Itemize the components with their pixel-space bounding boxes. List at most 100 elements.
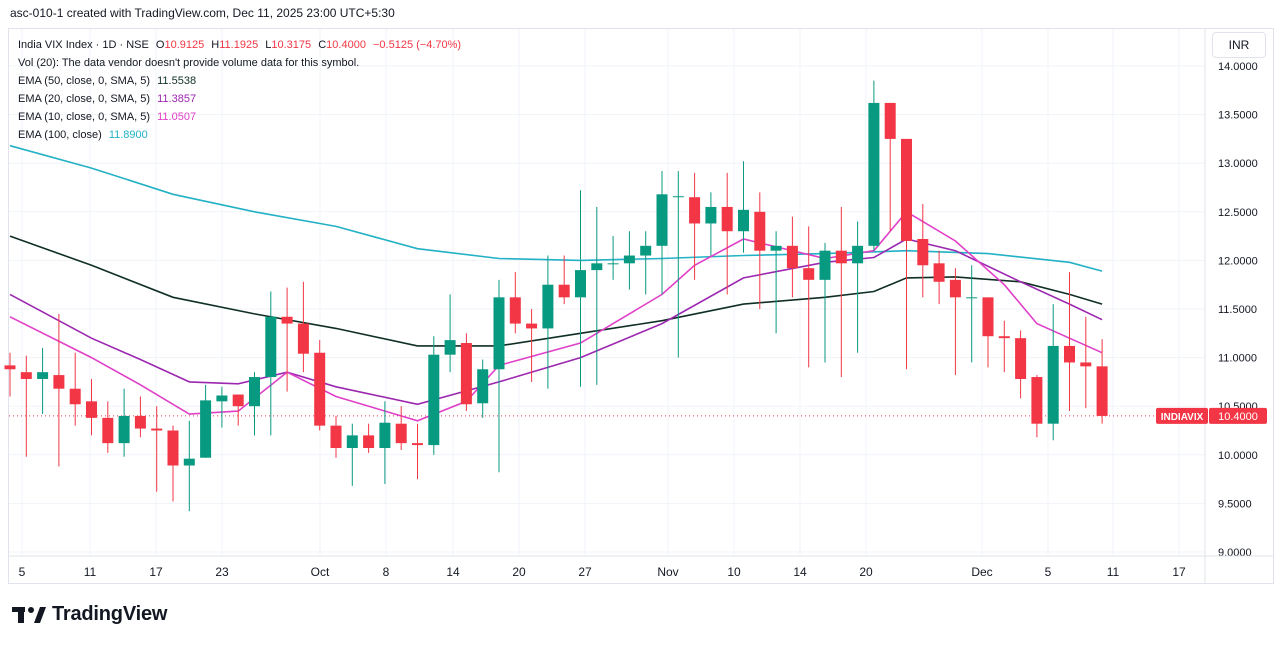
candle-body — [998, 336, 1010, 339]
candle-body — [200, 400, 212, 458]
candle-body — [917, 239, 929, 266]
candle-body — [803, 268, 815, 280]
candle-body — [102, 417, 114, 444]
chart-legend: India VIX Index · 1D · NSE O10.9125 H11.… — [18, 36, 461, 144]
candle-body — [20, 372, 32, 379]
candle — [20, 355, 32, 457]
y-tick-label: 14.0000 — [1218, 61, 1258, 73]
candle — [705, 192, 717, 256]
candle — [118, 388, 130, 457]
candle-body — [901, 138, 912, 241]
x-tick-label: 5 — [1045, 565, 1052, 579]
candle — [591, 206, 603, 385]
candle — [656, 170, 668, 295]
candle — [966, 265, 978, 363]
ema50-label: EMA (50, close, 0, SMA, 5) — [18, 75, 151, 87]
candle — [689, 172, 701, 280]
candle-body — [966, 297, 978, 299]
candle — [444, 294, 456, 373]
ohlc-row: India VIX Index · 1D · NSE O10.9125 H11.… — [18, 36, 461, 54]
candle — [738, 161, 749, 253]
chart-caption: asc-010-1 created with TradingView.com, … — [10, 6, 395, 20]
candle — [297, 281, 309, 373]
candle-body — [770, 245, 782, 251]
candle — [1015, 330, 1027, 399]
candle — [901, 138, 912, 370]
candle-body — [623, 255, 635, 264]
candle-body — [363, 435, 375, 448]
candle — [86, 378, 97, 436]
ema20-legend[interactable]: EMA (20, close, 0, SMA, 5) 11.3857 — [18, 90, 461, 108]
candle — [460, 333, 472, 412]
price-tag-bg — [1209, 407, 1267, 424]
candle — [249, 372, 260, 436]
symbol-tag-label: INDIAVIX — [1161, 412, 1204, 423]
candle-body — [852, 245, 864, 264]
candle-body — [134, 415, 146, 429]
candle-body — [297, 323, 309, 354]
y-tick-label: 11.5000 — [1218, 304, 1257, 316]
ema10-legend[interactable]: EMA (10, close, 0, SMA, 5) 11.0507 — [18, 108, 461, 126]
x-tick-label: Nov — [657, 565, 678, 579]
candle — [232, 394, 244, 426]
candle-body — [493, 297, 505, 370]
candle — [623, 231, 635, 290]
brand-logo[interactable]: TradingView — [12, 603, 167, 626]
ema100-label: EMA (100, close) — [18, 129, 102, 141]
candle-body — [509, 297, 521, 324]
x-tick-label: Oct — [311, 565, 330, 579]
candle-body — [444, 340, 456, 355]
x-tick-label: 10 — [727, 565, 741, 579]
candle — [884, 102, 896, 232]
candle — [575, 190, 586, 387]
candle-body — [167, 430, 179, 466]
candle — [917, 204, 929, 298]
candle — [558, 255, 570, 305]
x-tick-label: 14 — [446, 565, 460, 579]
candle — [412, 423, 423, 480]
candle — [1031, 375, 1043, 438]
candle-body — [4, 365, 16, 370]
y-tick-label: 9.5000 — [1218, 498, 1252, 510]
candle-body — [819, 250, 831, 280]
candle-body — [738, 209, 749, 232]
y-tick-label: 13.0000 — [1218, 158, 1258, 170]
ema20-value: 11.3857 — [157, 93, 197, 105]
ema50-legend[interactable]: EMA (50, close, 0, SMA, 5) 11.5538 — [18, 72, 461, 90]
candle — [69, 352, 81, 426]
currency-button[interactable]: INR — [1212, 32, 1266, 58]
ema-line — [9, 235, 1103, 347]
candle — [835, 206, 847, 378]
candle-body — [232, 394, 244, 407]
candle-body — [1096, 366, 1108, 416]
y-tick-label: 13.5000 — [1218, 110, 1258, 122]
candle-body — [754, 211, 766, 251]
candle-body — [575, 270, 586, 298]
candle — [493, 279, 505, 473]
x-tick-label: 20 — [512, 565, 526, 579]
candle — [151, 406, 163, 492]
candle — [607, 236, 619, 280]
candle — [1096, 339, 1108, 424]
x-tick-label: 17 — [149, 565, 163, 579]
candle-body — [183, 458, 195, 466]
price-tag: INDIAVIX 10.4000 — [1156, 407, 1267, 424]
ema100-value: 11.8900 — [108, 129, 148, 141]
candle — [346, 423, 358, 486]
ema20-label: EMA (20, close, 0, SMA, 5) — [18, 93, 151, 105]
symbol-label[interactable]: India VIX Index · 1D · NSE — [18, 39, 149, 51]
candle — [786, 216, 798, 298]
candle — [314, 340, 326, 431]
ema100-legend[interactable]: EMA (100, close) 11.8900 — [18, 126, 461, 144]
candle-body — [346, 435, 358, 448]
candle-body — [37, 372, 49, 379]
candle-body — [330, 425, 342, 448]
x-tick-label: 11 — [1107, 565, 1120, 579]
candle-body — [265, 316, 277, 378]
tradingview-logo-icon — [12, 606, 46, 623]
x-tick-label: 23 — [215, 565, 229, 579]
volume-note[interactable]: Vol (20): The data vendor doesn't provid… — [18, 57, 360, 69]
candle-body — [672, 196, 684, 198]
candle-body — [607, 263, 619, 265]
